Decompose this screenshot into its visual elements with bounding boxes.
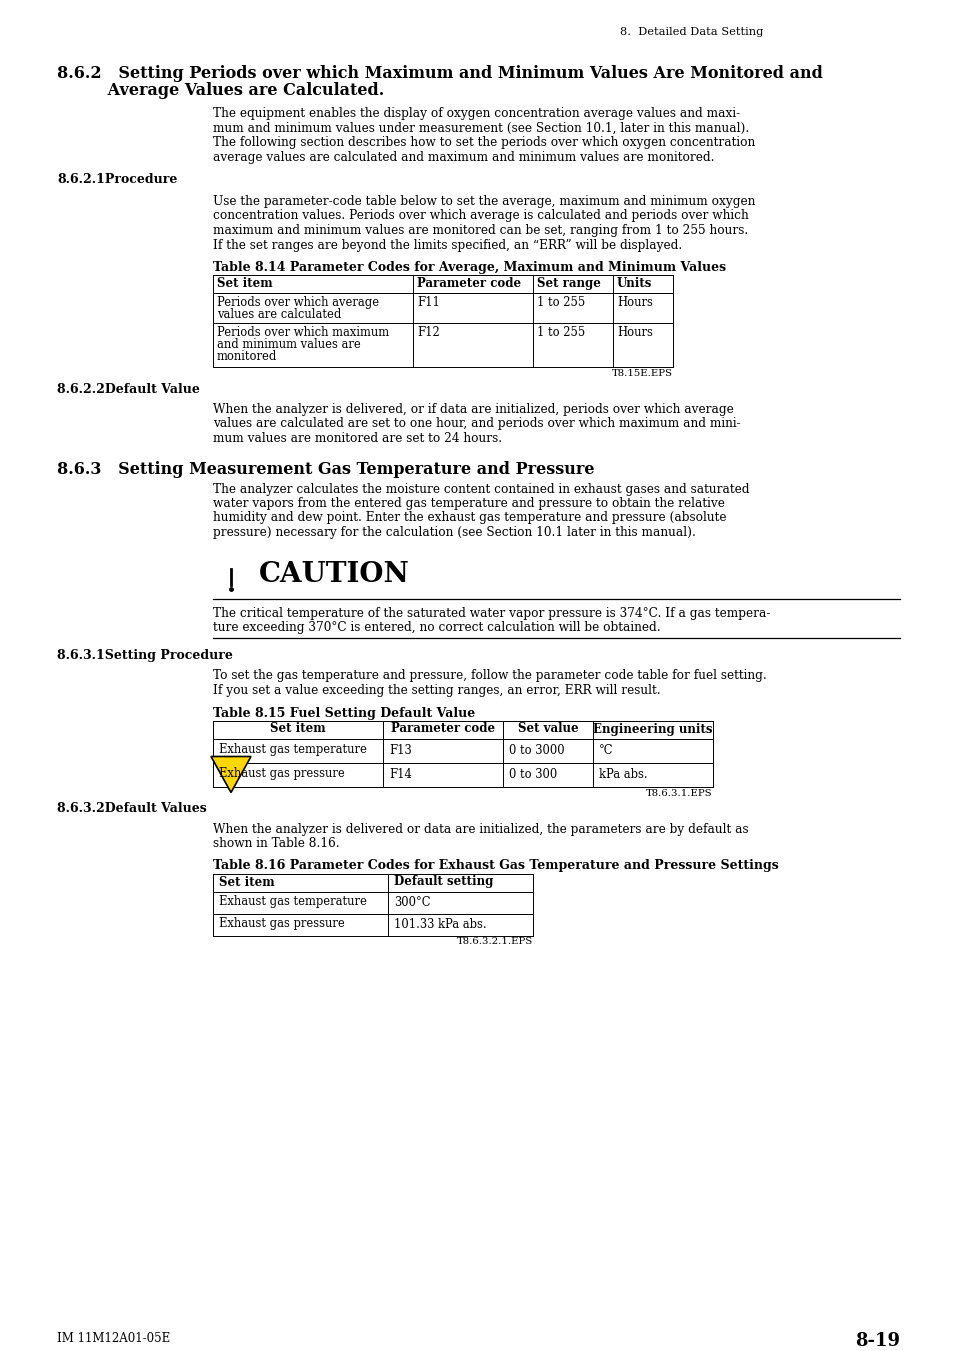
Text: Set item: Set item xyxy=(219,875,274,889)
Text: Set range: Set range xyxy=(537,277,600,290)
Text: values are calculated: values are calculated xyxy=(216,308,341,322)
Text: Table 8.16 Parameter Codes for Exhaust Gas Temperature and Pressure Settings: Table 8.16 Parameter Codes for Exhaust G… xyxy=(213,859,778,873)
Text: T8.6.3.2.1.EPS: T8.6.3.2.1.EPS xyxy=(456,938,533,947)
Text: IM 11M12A01-05E: IM 11M12A01-05E xyxy=(57,1332,170,1346)
Text: mum values are monitored are set to 24 hours.: mum values are monitored are set to 24 h… xyxy=(213,432,501,444)
Text: F13: F13 xyxy=(389,743,412,757)
Text: °C: °C xyxy=(598,743,613,757)
Text: Periods over which maximum: Periods over which maximum xyxy=(216,326,389,339)
Text: monitored: monitored xyxy=(216,350,277,363)
Text: F12: F12 xyxy=(416,326,439,339)
Text: The analyzer calculates the moisture content contained in exhaust gases and satu: The analyzer calculates the moisture con… xyxy=(213,482,749,496)
Text: Parameter code: Parameter code xyxy=(391,723,495,735)
Text: 8.6.3   Setting Measurement Gas Temperature and Pressure: 8.6.3 Setting Measurement Gas Temperatur… xyxy=(57,461,594,477)
Text: Exhaust gas temperature: Exhaust gas temperature xyxy=(219,896,367,908)
Text: humidity and dew point. Enter the exhaust gas temperature and pressure (absolute: humidity and dew point. Enter the exhaus… xyxy=(213,512,726,524)
Text: If you set a value exceeding the setting ranges, an error, ERR will result.: If you set a value exceeding the setting… xyxy=(213,684,659,697)
Text: 8.6.3.2Default Values: 8.6.3.2Default Values xyxy=(57,802,207,816)
Text: If the set ranges are beyond the limits specified, an “ERR” will be displayed.: If the set ranges are beyond the limits … xyxy=(213,239,681,251)
Text: 0 to 300: 0 to 300 xyxy=(509,767,557,781)
Text: 8.6.2.1Procedure: 8.6.2.1Procedure xyxy=(57,173,177,186)
Text: Exhaust gas pressure: Exhaust gas pressure xyxy=(219,767,344,781)
Text: When the analyzer is delivered or data are initialized, the parameters are by de: When the analyzer is delivered or data a… xyxy=(213,823,748,835)
Text: water vapors from the entered gas temperature and pressure to obtain the relativ: water vapors from the entered gas temper… xyxy=(213,497,724,509)
Text: 1 to 255: 1 to 255 xyxy=(537,296,584,309)
Text: 1 to 255: 1 to 255 xyxy=(537,326,584,339)
Text: Set value: Set value xyxy=(517,723,578,735)
Text: Periods over which average: Periods over which average xyxy=(216,296,378,309)
Text: Table 8.15 Fuel Setting Default Value: Table 8.15 Fuel Setting Default Value xyxy=(213,707,475,720)
Text: values are calculated are set to one hour, and periods over which maximum and mi: values are calculated are set to one hou… xyxy=(213,417,740,431)
Text: 300°C: 300°C xyxy=(394,896,430,908)
Text: 8.  Detailed Data Setting: 8. Detailed Data Setting xyxy=(619,27,762,36)
Text: T8.6.3.1.EPS: T8.6.3.1.EPS xyxy=(646,789,712,797)
Text: T8.15E.EPS: T8.15E.EPS xyxy=(612,369,672,378)
Text: 101.33 kPa abs.: 101.33 kPa abs. xyxy=(394,917,486,931)
Text: CAUTION: CAUTION xyxy=(258,561,410,588)
Text: ture exceeding 370°C is entered, no correct calculation will be obtained.: ture exceeding 370°C is entered, no corr… xyxy=(213,621,659,634)
Text: Set item: Set item xyxy=(270,723,326,735)
Text: Engineering units: Engineering units xyxy=(593,723,712,735)
Text: kPa abs.: kPa abs. xyxy=(598,767,647,781)
Text: 8.6.3.1Setting Procedure: 8.6.3.1Setting Procedure xyxy=(57,650,233,662)
Text: 8.6.2   Setting Periods over which Maximum and Minimum Values Are Monitored and: 8.6.2 Setting Periods over which Maximum… xyxy=(57,65,822,82)
Text: Exhaust gas pressure: Exhaust gas pressure xyxy=(219,917,344,931)
Text: mum and minimum values under measurement (see Section 10.1, later in this manual: mum and minimum values under measurement… xyxy=(213,122,748,135)
Text: Parameter code: Parameter code xyxy=(416,277,520,290)
Text: When the analyzer is delivered, or if data are initialized, periods over which a: When the analyzer is delivered, or if da… xyxy=(213,403,733,416)
Text: Units: Units xyxy=(617,277,652,290)
Text: The following section describes how to set the periods over which oxygen concent: The following section describes how to s… xyxy=(213,136,755,149)
Text: shown in Table 8.16.: shown in Table 8.16. xyxy=(213,838,339,850)
Text: concentration values. Periods over which average is calculated and periods over : concentration values. Periods over which… xyxy=(213,209,748,223)
Text: The critical temperature of the saturated water vapor pressure is 374°C. If a ga: The critical temperature of the saturate… xyxy=(213,607,770,620)
Text: F11: F11 xyxy=(416,296,439,309)
Text: F14: F14 xyxy=(389,767,412,781)
Text: The equipment enables the display of oxygen concentration average values and max: The equipment enables the display of oxy… xyxy=(213,107,740,120)
Text: Set item: Set item xyxy=(216,277,273,290)
Text: To set the gas temperature and pressure, follow the parameter code table for fue: To set the gas temperature and pressure,… xyxy=(213,670,766,682)
Text: and minimum values are: and minimum values are xyxy=(216,338,360,351)
Text: 8-19: 8-19 xyxy=(854,1332,899,1350)
Text: 0 to 3000: 0 to 3000 xyxy=(509,743,564,757)
Text: Table 8.14 Parameter Codes for Average, Maximum and Minimum Values: Table 8.14 Parameter Codes for Average, … xyxy=(213,261,725,274)
Text: Average Values are Calculated.: Average Values are Calculated. xyxy=(57,82,384,99)
Text: Hours: Hours xyxy=(617,326,652,339)
Text: Default setting: Default setting xyxy=(394,875,493,889)
Text: maximum and minimum values are monitored can be set, ranging from 1 to 255 hours: maximum and minimum values are monitored… xyxy=(213,224,747,236)
Text: Hours: Hours xyxy=(617,296,652,309)
Polygon shape xyxy=(211,757,251,793)
Text: Exhaust gas temperature: Exhaust gas temperature xyxy=(219,743,367,757)
Text: average values are calculated and maximum and minimum values are monitored.: average values are calculated and maximu… xyxy=(213,150,714,163)
Text: 8.6.2.2Default Value: 8.6.2.2Default Value xyxy=(57,382,200,396)
Text: pressure) necessary for the calculation (see Section 10.1 later in this manual).: pressure) necessary for the calculation … xyxy=(213,526,695,539)
Text: Use the parameter-code table below to set the average, maximum and minimum oxyge: Use the parameter-code table below to se… xyxy=(213,195,755,208)
